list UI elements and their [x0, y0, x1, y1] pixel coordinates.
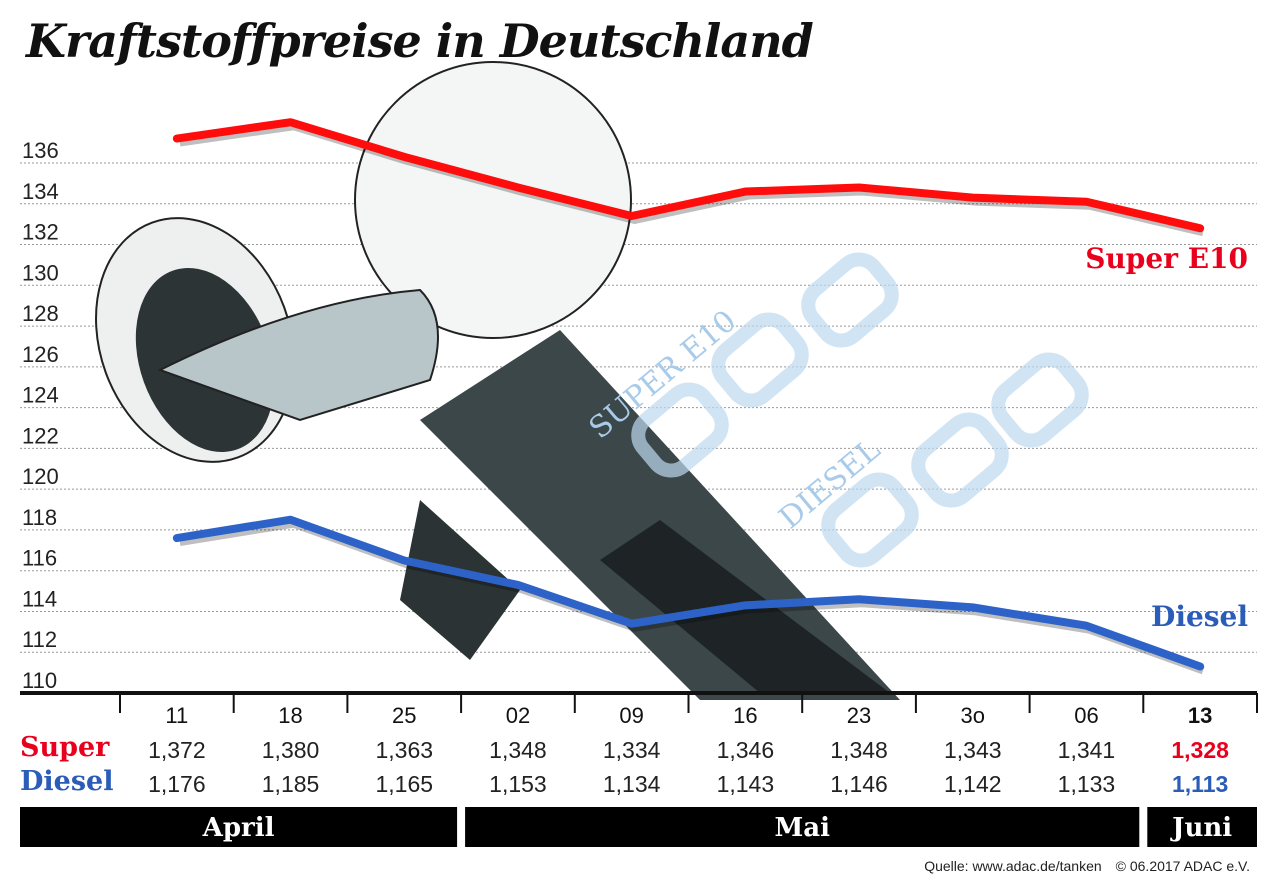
- series-shadow: [179, 122, 1205, 237]
- table-cell: 1,142: [944, 771, 1002, 797]
- month-bar: [1147, 807, 1257, 847]
- display-digit: [711, 312, 809, 408]
- table-cell: 1,380: [262, 737, 320, 763]
- table-cell: 1,348: [489, 737, 547, 763]
- diesel-line: [172, 515, 1205, 671]
- table-cell: 1,176: [148, 771, 206, 797]
- table-cell: 1,165: [375, 771, 433, 797]
- table-cell: 1,133: [1058, 771, 1116, 797]
- display-digit: [911, 412, 1009, 508]
- y-tick-label: 132: [22, 220, 59, 245]
- x-tick-label: 25: [392, 703, 416, 728]
- chart-title: Kraftstoffpreise in Deutschland: [26, 14, 814, 68]
- table-cell: 1,334: [603, 737, 661, 763]
- x-tick-label: 11: [165, 703, 188, 728]
- y-tick-label: 126: [22, 342, 59, 367]
- x-tick-label: 06: [1074, 703, 1098, 728]
- y-tick-label: 112: [22, 627, 57, 652]
- table-cell: 1,143: [717, 771, 775, 797]
- x-tick-label: 09: [619, 703, 643, 728]
- super-e10-line: [172, 118, 1205, 233]
- series-label: Diesel: [1151, 600, 1248, 633]
- y-tick-label: 122: [22, 423, 59, 448]
- month-label: April: [202, 813, 275, 843]
- x-tick-label: 13: [1188, 703, 1212, 728]
- month-label: Juni: [1170, 813, 1232, 843]
- source-note: Quelle: www.adac.de/tanken © 06.2017 ADAC…: [910, 858, 1250, 874]
- table-cell: 1,146: [830, 771, 888, 797]
- table-cell: 1,363: [375, 737, 433, 763]
- y-tick-label: 124: [22, 383, 59, 408]
- table-cell: 1,343: [944, 737, 1002, 763]
- table-row-label: Super: [20, 732, 110, 763]
- table-cell: 1,134: [603, 771, 661, 797]
- y-tick-label: 114: [22, 586, 57, 611]
- source-text: Quelle: www.adac.de/tanken: [924, 858, 1102, 874]
- table-cell: 1,185: [262, 771, 320, 797]
- y-tick-label: 134: [22, 179, 59, 204]
- y-tick-label: 128: [22, 301, 59, 326]
- y-tick-label: 116: [22, 546, 57, 571]
- trigger: [400, 500, 520, 660]
- nozzle-spout: [157, 288, 439, 422]
- fuel-cap: [354, 61, 632, 339]
- copyright-text: © 06.2017 ADAC e.V.: [1115, 858, 1250, 874]
- x-tick-label: 18: [278, 703, 302, 728]
- x-tick-label: 02: [506, 703, 530, 728]
- x-tick-label: 3o: [961, 703, 985, 728]
- month-label: Mai: [774, 813, 830, 843]
- month-bar: [20, 807, 458, 847]
- table-cell: 1,348: [830, 737, 888, 763]
- y-tick-label: 120: [22, 464, 59, 489]
- y-tick-label: 118: [22, 505, 57, 530]
- x-tick-label: 16: [733, 703, 757, 728]
- table-cell: 1,341: [1058, 737, 1116, 763]
- table-cell: 1,372: [148, 737, 206, 763]
- x-tick-label: 23: [847, 703, 871, 728]
- y-tick-label: 136: [22, 138, 59, 163]
- display-digit: [821, 472, 919, 568]
- table-row-label: Diesel: [20, 766, 114, 797]
- series-label: Super E10: [1085, 242, 1248, 275]
- table-cell: 1,153: [489, 771, 547, 797]
- month-bar: [465, 807, 1140, 847]
- display-digit: [631, 382, 729, 478]
- nozzle-handle: [420, 330, 900, 700]
- table-cell: 1,346: [717, 737, 775, 763]
- y-tick-label: 130: [22, 260, 59, 285]
- display-digit: [991, 352, 1089, 448]
- display-digit: [801, 252, 899, 348]
- table-cell: 1,328: [1171, 737, 1229, 763]
- table-cell: 1,113: [1172, 771, 1228, 797]
- y-tick-label: 110: [22, 668, 57, 693]
